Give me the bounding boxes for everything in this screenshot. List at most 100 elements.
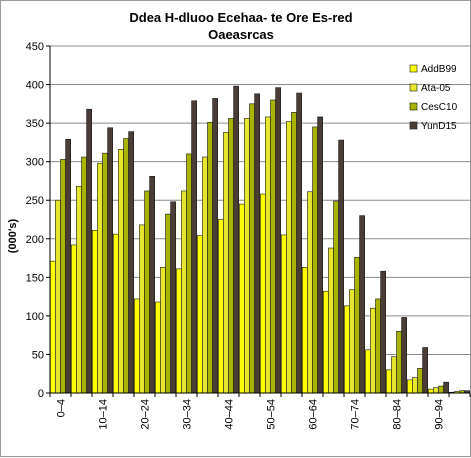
bar-AddB99-70–74 xyxy=(343,305,350,394)
bar-YunD15-35–39 xyxy=(212,98,219,394)
bar-Ata-05-25–29 xyxy=(160,267,166,394)
x-tick-label: 30–34 xyxy=(182,399,194,430)
bar-AddB99-35–39 xyxy=(197,235,203,394)
bar-AddB99-5–9 xyxy=(71,244,77,394)
legend-label-CesC10: CesC10 xyxy=(421,102,458,113)
bar-CesC10-55–59 xyxy=(291,112,297,394)
bar-CesC10-35–39 xyxy=(207,122,213,394)
bar-Ata-05-10–14 xyxy=(97,162,103,394)
bar-CesC10-70–74 xyxy=(354,256,360,394)
legend-label-YunD15: YunD15 xyxy=(421,121,457,132)
axes: 0 50 100 150 200 250 300 350 400 450 0–4 10–14 20–24… xyxy=(26,41,471,430)
x-tick-label: 60–64 xyxy=(308,399,320,430)
bar-AddB99-10–14 xyxy=(92,229,98,394)
bar-CesC10-65–69 xyxy=(333,200,339,394)
bar-AddB99-15–19 xyxy=(113,233,119,394)
bar-Ata-05-85–89 xyxy=(412,377,418,394)
legend-swatch-AddB99 xyxy=(409,64,418,73)
y-tick-label: 0 xyxy=(38,388,44,400)
bar-YunD15-60–64 xyxy=(317,116,324,394)
bar-AddB99-20–24 xyxy=(134,298,140,394)
bar-YunD15-80–84 xyxy=(401,317,408,394)
bar-YunD15-65–69 xyxy=(338,139,345,394)
bar-CesC10-0–4 xyxy=(60,159,66,394)
bar-CesC10-5–9 xyxy=(81,156,87,394)
bar-YunD15-70–74 xyxy=(359,215,366,394)
bar-Ata-05-45–49 xyxy=(244,118,250,394)
bar-CesC10-50–54 xyxy=(270,99,276,394)
bar-AddB99-30–34 xyxy=(176,268,182,394)
bar-YunD15-50–54 xyxy=(275,87,282,394)
legend-swatch-CesC10 xyxy=(409,102,418,111)
y-tick-label: 350 xyxy=(26,118,44,130)
chart-title-line-2: Oaeasrcas xyxy=(208,27,274,42)
bar-Ata-05-5–9 xyxy=(76,186,82,394)
legend: AddB99 Ata-05 CesC10 YunD15 xyxy=(409,64,458,132)
bar-AddB99-75–79 xyxy=(364,349,371,394)
bar-Ata-05-0–4 xyxy=(55,199,61,394)
bar-CesC10-45–49 xyxy=(249,103,255,394)
bar-Ata-05-80–84 xyxy=(391,356,397,394)
bar-AddB99-25–29 xyxy=(155,301,161,394)
x-tick-label: 70–74 xyxy=(350,399,362,430)
bar-Ata-05-70–74 xyxy=(349,289,355,394)
bar-CesC10-15–19 xyxy=(123,138,129,394)
legend-swatch-YunD15 xyxy=(409,121,418,130)
y-tick-label: 450 xyxy=(26,41,44,53)
x-tick-label: 80–84 xyxy=(392,399,404,430)
bar-Ata-05-30–34 xyxy=(181,190,187,394)
legend-label-Ata-05: Ata-05 xyxy=(421,83,451,94)
bar-CesC10-10–14 xyxy=(102,152,108,394)
x-tick-label: 10–14 xyxy=(98,399,110,430)
bar-Ata-05-55–59 xyxy=(286,121,292,394)
legend-swatch-Ata-05 xyxy=(409,83,418,92)
bar-YunD15-5–9 xyxy=(86,108,92,394)
bar-CesC10-30–34 xyxy=(186,153,192,394)
bar-YunD15-10–14 xyxy=(107,127,113,394)
x-tick-label: 40–44 xyxy=(224,399,236,430)
bar-CesC10-85–89 xyxy=(417,368,423,394)
bar-CesC10-25–29 xyxy=(165,213,171,394)
bar-AddB99-85–89 xyxy=(406,379,413,394)
bar-YunD15-15–19 xyxy=(128,131,134,394)
bar-AddB99-0–4 xyxy=(49,260,56,394)
bar-YunD15-30–34 xyxy=(191,100,198,394)
bars xyxy=(49,85,471,394)
y-axis-label: (000's) xyxy=(7,218,19,253)
bar-Ata-05-35–39 xyxy=(202,156,208,394)
bar-AddB99-90–94 xyxy=(427,388,434,394)
bar-CesC10-75–79 xyxy=(375,298,381,394)
bar-AddB99-60–64 xyxy=(301,267,308,394)
chart-title-line-1: Ddea H-dluoo Ecehaa- te Ore Es-red xyxy=(129,10,352,25)
y-tick-label: 300 xyxy=(26,157,44,169)
bar-Ata-05-90–94 xyxy=(433,387,439,394)
y-tick-label: 50 xyxy=(32,349,44,361)
y-tick-label: 250 xyxy=(26,195,44,207)
y-tick-label: 400 xyxy=(26,80,44,92)
bar-YunD15-55–59 xyxy=(296,92,303,394)
bar-AddB99-50–54 xyxy=(259,193,266,394)
bar-CesC10-80–84 xyxy=(396,331,402,394)
bar-YunD15-85–89 xyxy=(422,347,429,394)
x-tick-label: 0–4 xyxy=(56,399,68,417)
legend-label-AddB99: AddB99 xyxy=(421,64,457,75)
y-tick-label: 100 xyxy=(26,311,44,323)
x-tick-label: 20–24 xyxy=(140,399,152,430)
bar-YunD15-25–29 xyxy=(170,201,177,394)
bar-YunD15-0–4 xyxy=(65,139,71,394)
bar-YunD15-45–49 xyxy=(254,93,261,394)
y-tick-label: 200 xyxy=(26,234,44,246)
bar-Ata-05-75–79 xyxy=(370,307,376,394)
x-tick-label: 50–54 xyxy=(266,399,278,430)
bar-AddB99-55–59 xyxy=(280,234,287,394)
x-tick-label: 90–94 xyxy=(434,399,446,430)
bar-Ata-05-15–19 xyxy=(118,149,124,394)
bar-Ata-05-50–54 xyxy=(265,116,271,394)
bar-AddB99-65–69 xyxy=(322,290,329,394)
bar-Ata-05-40–44 xyxy=(223,132,229,394)
bar-YunD15-90–94 xyxy=(443,381,450,394)
bar-YunD15-40–44 xyxy=(233,85,240,394)
bar-CesC10-40–44 xyxy=(228,118,234,394)
